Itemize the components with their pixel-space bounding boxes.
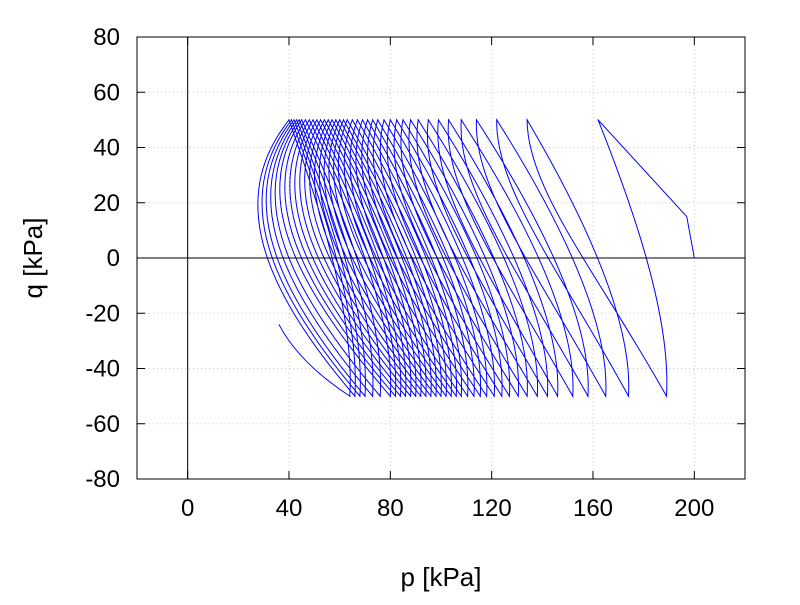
- trough-point: [349, 395, 351, 397]
- peak-point: [323, 119, 326, 121]
- peak-point: [366, 119, 369, 121]
- y-tick-label: 80: [93, 24, 120, 51]
- peak-point: [346, 119, 348, 121]
- peak-point: [417, 119, 419, 121]
- trough-point: [493, 395, 495, 397]
- peak-point: [377, 119, 379, 121]
- trough-point: [473, 395, 475, 397]
- trough-point: [508, 395, 510, 397]
- x-tick-label: 160: [573, 495, 613, 522]
- trough-point: [546, 395, 549, 397]
- trough-point: [415, 395, 417, 397]
- x-axis-label: p [kPa]: [401, 562, 482, 592]
- peak-point: [320, 119, 322, 121]
- peak-point: [361, 119, 364, 121]
- trough-point: [450, 395, 452, 397]
- trough-point: [394, 395, 396, 397]
- trough-point: [556, 395, 559, 397]
- peak-point: [312, 119, 314, 121]
- y-tick-label: -20: [85, 300, 120, 327]
- trough-point: [404, 395, 407, 397]
- x-tick-label: 200: [674, 495, 714, 522]
- trough-point: [627, 395, 630, 397]
- peak-point: [410, 119, 412, 121]
- x-tick-label: 120: [472, 495, 512, 522]
- y-tick-label: 20: [93, 190, 120, 217]
- x-tick-label: 40: [276, 495, 303, 522]
- peak-point: [383, 119, 385, 121]
- trough-point: [572, 395, 574, 397]
- peak-point: [597, 119, 599, 121]
- peak-point: [301, 119, 303, 121]
- trough-point: [364, 395, 366, 397]
- trough-point: [486, 395, 488, 397]
- peak-point: [496, 119, 498, 121]
- peak-point: [437, 119, 440, 121]
- trough-point: [435, 395, 437, 397]
- peak-point: [396, 119, 398, 121]
- trough-point: [455, 395, 457, 397]
- trough-point: [425, 395, 427, 397]
- peak-point: [298, 119, 300, 121]
- trough-point: [445, 395, 447, 397]
- trough-point: [359, 395, 361, 397]
- stress-path-line: [257, 118, 695, 398]
- y-tick-label: 0: [107, 245, 120, 272]
- trough-point: [420, 395, 422, 397]
- peak-point: [293, 119, 295, 121]
- trough-point: [605, 395, 607, 397]
- trough-point: [354, 395, 356, 397]
- peak-point: [339, 119, 341, 121]
- trough-point: [379, 395, 381, 397]
- x-tick-label: 0: [181, 495, 194, 522]
- trough-point: [467, 395, 469, 397]
- peak-point: [372, 119, 374, 121]
- peak-point: [356, 119, 358, 121]
- peak-point: [460, 119, 462, 121]
- peak-point: [327, 119, 329, 121]
- trough-point: [536, 395, 538, 397]
- trough-point: [665, 395, 668, 397]
- peak-point: [526, 119, 528, 121]
- peak-point: [402, 119, 404, 121]
- peak-point: [308, 119, 310, 121]
- trough-point: [479, 395, 481, 397]
- y-tick-label: -40: [85, 356, 120, 383]
- trough-point: [372, 395, 374, 397]
- trough-point: [389, 395, 391, 397]
- peak-point: [316, 119, 318, 121]
- peak-point: [448, 119, 450, 121]
- y-tick-label: -60: [85, 411, 120, 438]
- y-tick-label: 40: [93, 135, 120, 162]
- curve-group: [257, 118, 695, 398]
- peak-point: [475, 119, 478, 121]
- trough-point: [517, 395, 519, 397]
- peak-point: [290, 119, 293, 121]
- y-tick-label: -80: [85, 466, 120, 493]
- peak-point: [304, 119, 307, 121]
- trough-point: [501, 395, 503, 397]
- peak-point: [331, 119, 333, 121]
- axes: [136, 36, 746, 480]
- peak-point: [389, 119, 391, 121]
- peak-point: [335, 119, 337, 121]
- trough-point: [430, 395, 432, 397]
- tick-labels: 0 40 80 120 160 200 -80 -60 -40 -20 0 20 40 60 80: [85, 24, 714, 522]
- trough-point: [399, 395, 402, 397]
- x-tick-label: 80: [377, 495, 404, 522]
- peak-point: [288, 119, 290, 121]
- trough-point: [587, 395, 589, 397]
- peak-point: [427, 119, 429, 121]
- y-tick-label: 60: [93, 79, 120, 106]
- trough-point: [460, 395, 462, 397]
- trough-point: [410, 395, 412, 397]
- trough-point: [440, 395, 442, 397]
- peak-point: [351, 119, 353, 121]
- peak-point: [296, 119, 298, 121]
- peak-point: [342, 119, 345, 121]
- trough-point: [526, 395, 528, 397]
- y-axis-label: q [kPa]: [18, 218, 48, 299]
